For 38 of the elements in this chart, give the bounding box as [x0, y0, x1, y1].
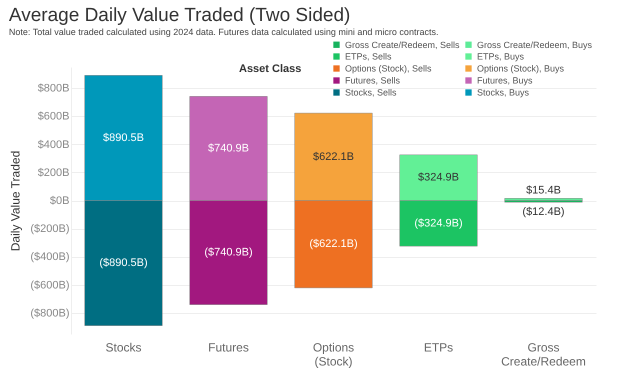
y-axis-title: Daily Value Traded [8, 150, 22, 252]
data-label: ($12.4B) [522, 206, 565, 218]
data-label: $15.4B [526, 184, 561, 196]
legend-label: Gross Create/Redeem, Buys [477, 40, 593, 50]
legend-title: Asset Class [239, 63, 302, 75]
x-tick-label: Stocks [105, 340, 142, 354]
y-tick-label: ($200B) [30, 223, 70, 236]
data-label: $324.9B [418, 172, 459, 184]
legend-label: Stocks, Sells [345, 88, 398, 98]
chart-title: Average Daily Value Traded (Two Sided) [8, 5, 350, 26]
x-tick-label: ETPs [424, 340, 454, 354]
data-label: ($740.9B) [204, 246, 253, 259]
y-tick-label: $600B [38, 110, 70, 123]
legend-label: ETPs, Buys [477, 52, 525, 62]
chart-subtitle: Note: Total value traded calculated using 2024 data. Futures data calculated using mini and micro contracts. [8, 27, 438, 37]
legend-label: Options (Stock), Sells [345, 64, 432, 74]
data-label: $622.1B [313, 150, 354, 163]
legend-label: Options (Stock), Buys [477, 64, 565, 74]
legend-label: Futures, Sells [345, 76, 401, 86]
legend-label: Stocks, Buys [477, 88, 530, 98]
legend-label: ETPs, Sells [345, 52, 392, 62]
y-tick-label: ($400B) [30, 251, 70, 264]
legend-label: Gross Create/Redeem, Sells [345, 40, 460, 50]
legend-label: Futures, Buys [477, 76, 534, 86]
y-tick-label: $200B [38, 166, 70, 179]
data-label: $740.9B [208, 142, 249, 154]
y-tick-label: $800B [38, 82, 70, 95]
x-tick-label: Gross Create/Redeem [501, 340, 586, 368]
y-tick-label: ($800B) [30, 307, 70, 320]
y-tick-label: ($600B) [30, 279, 70, 292]
y-tick-label: $400B [38, 138, 70, 151]
data-label: ($890.5B) [99, 257, 148, 270]
data-label: ($324.9B) [414, 217, 463, 230]
x-tick-label: Options (Stock) [312, 340, 354, 368]
data-label: ($622.1B) [309, 238, 358, 250]
y-tick-label: $0B [50, 195, 70, 207]
x-tick-label: Futures [208, 340, 249, 354]
data-label: $890.5B [103, 132, 144, 144]
